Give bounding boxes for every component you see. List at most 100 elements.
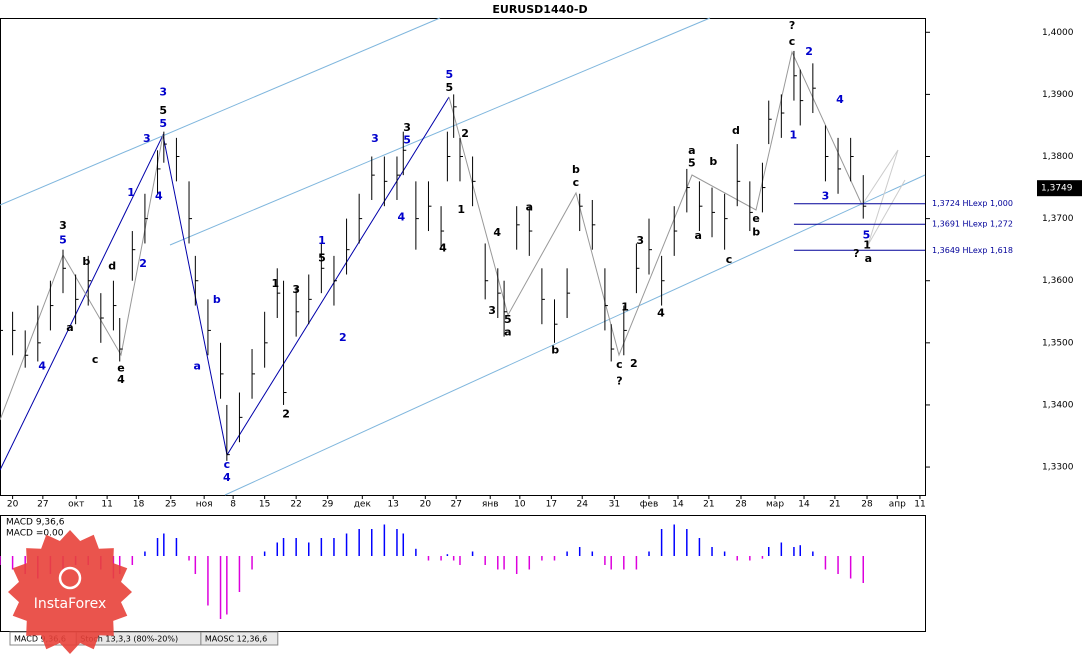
wave-label: 3: [59, 219, 67, 232]
y-tick-label: 1,3700: [1042, 214, 1074, 224]
indicator-tab[interactable]: [200, 631, 279, 646]
y-tick-label: 1,3800: [1042, 152, 1074, 162]
wave-label: 3: [403, 121, 411, 134]
x-tick-label: 31: [609, 500, 620, 510]
wave-label: 5: [504, 313, 512, 326]
x-tick-label: 29: [322, 500, 334, 510]
wave-label: b: [752, 225, 760, 238]
x-tick-label: 24: [576, 500, 588, 510]
x-tick-label: 21: [703, 500, 714, 510]
wave-label: 3: [636, 234, 644, 247]
wave-label: 4: [657, 307, 665, 320]
indicator-tab-label[interactable]: MACD 9,36,6: [14, 635, 66, 644]
indicator-frame: [0, 515, 926, 632]
logo-badge: [8, 530, 132, 654]
wave-label: 2: [461, 127, 469, 140]
wave-label: 4: [223, 471, 231, 484]
wave-label: 4: [117, 373, 125, 386]
wave-label: 3: [143, 132, 151, 145]
x-tick-label: 8: [230, 500, 236, 510]
x-tick-label: фев: [640, 500, 659, 510]
wave-label: 2: [630, 357, 638, 370]
x-tick-label: 14: [798, 500, 810, 510]
wave-label: b: [572, 163, 580, 176]
channel-line: [224, 174, 926, 496]
wave-label: b: [213, 293, 221, 306]
wave-label: 4: [398, 210, 406, 223]
chart-title: EURUSD1440-D: [492, 3, 587, 16]
wave-label: 4: [38, 359, 46, 372]
wave-line: [0, 134, 164, 421]
x-tick-label: окт: [68, 500, 84, 510]
wave-label: c: [573, 176, 580, 189]
wave-label: 4: [155, 189, 163, 202]
wave-label: 3: [159, 86, 167, 99]
y-tick-label: 1,3400: [1042, 400, 1074, 410]
wave-label: b: [551, 343, 559, 356]
x-tick-label: 22: [290, 500, 301, 510]
channel-line: [0, 17, 441, 206]
wave-label: a: [694, 229, 701, 242]
logo-text: InstaForex: [34, 596, 107, 612]
projection-line: [861, 149, 906, 246]
wave-label: ?: [789, 19, 795, 32]
indicator-tab-label[interactable]: Stoch 13,3,3 (80%-20%): [80, 635, 178, 644]
wave-label: c: [616, 358, 623, 371]
wave-label: a: [66, 321, 73, 334]
channel-line: [169, 17, 711, 246]
wave-label: 3: [822, 189, 830, 202]
indicator-readout: MACD =0.00: [6, 529, 64, 539]
wave-label: 2: [282, 407, 290, 420]
x-tick-label: 20: [420, 500, 432, 510]
wave-label: ?: [616, 374, 622, 387]
x-tick-label: 20: [7, 500, 19, 510]
wave-label: a: [865, 252, 872, 265]
wave-label: d: [108, 259, 116, 272]
x-tick-label: 17: [546, 500, 557, 510]
x-tick-label: 11: [914, 500, 925, 510]
y-tick-label: 1,3500: [1042, 338, 1074, 348]
wave-label: 1: [318, 234, 326, 247]
wave-label: 5: [318, 251, 326, 264]
wave-label: 4: [836, 93, 844, 106]
wave-label: e: [752, 212, 759, 225]
level-label: 1,3724 HLexp 1,000: [932, 199, 1013, 208]
indicator-tab-label[interactable]: MAOSC 12,36,6: [205, 635, 267, 644]
wave-label: a: [526, 200, 533, 213]
wave-label: b: [82, 255, 90, 268]
x-tick-label: 27: [37, 500, 48, 510]
last-price-box: [1037, 180, 1082, 197]
x-tick-label: 28: [735, 500, 747, 510]
logo-icon: [58, 566, 82, 590]
wave-label: c: [92, 353, 99, 366]
x-tick-label: 11: [101, 500, 112, 510]
last-price-label: 1,3749: [1041, 184, 1073, 194]
wave-label: 5: [159, 117, 167, 130]
wave-label: c: [726, 253, 733, 266]
x-tick-label: 27: [450, 500, 461, 510]
wave-line: [448, 50, 863, 357]
y-tick-label: 1,3900: [1042, 90, 1074, 100]
wave-label: a: [194, 359, 201, 372]
wave-label: 5: [863, 228, 871, 241]
wave-label: 5: [688, 156, 696, 169]
wave-label: b: [709, 155, 717, 168]
wave-label: c: [789, 35, 796, 48]
wave-label: 5: [59, 233, 67, 246]
wave-label: 2: [139, 257, 147, 270]
level-label: 1,3649 HLexp 1,618: [932, 246, 1013, 255]
wave-label: 3: [371, 132, 379, 145]
y-tick-label: 1,3600: [1042, 276, 1074, 286]
x-tick-label: мар: [766, 500, 784, 510]
y-tick-label: 1,4000: [1042, 28, 1074, 38]
indicator-name: MACD 9,36,6: [6, 518, 65, 528]
wave-label: 1: [621, 300, 629, 313]
x-tick-label: дек: [354, 500, 372, 510]
x-tick-label: 14: [672, 500, 684, 510]
x-tick-label: 13: [387, 500, 398, 510]
level-label: 1,3691 HLexp 1,272: [932, 220, 1013, 229]
x-tick-label: 28: [861, 500, 873, 510]
x-tick-label: 10: [514, 500, 526, 510]
x-tick-label: 21: [829, 500, 840, 510]
